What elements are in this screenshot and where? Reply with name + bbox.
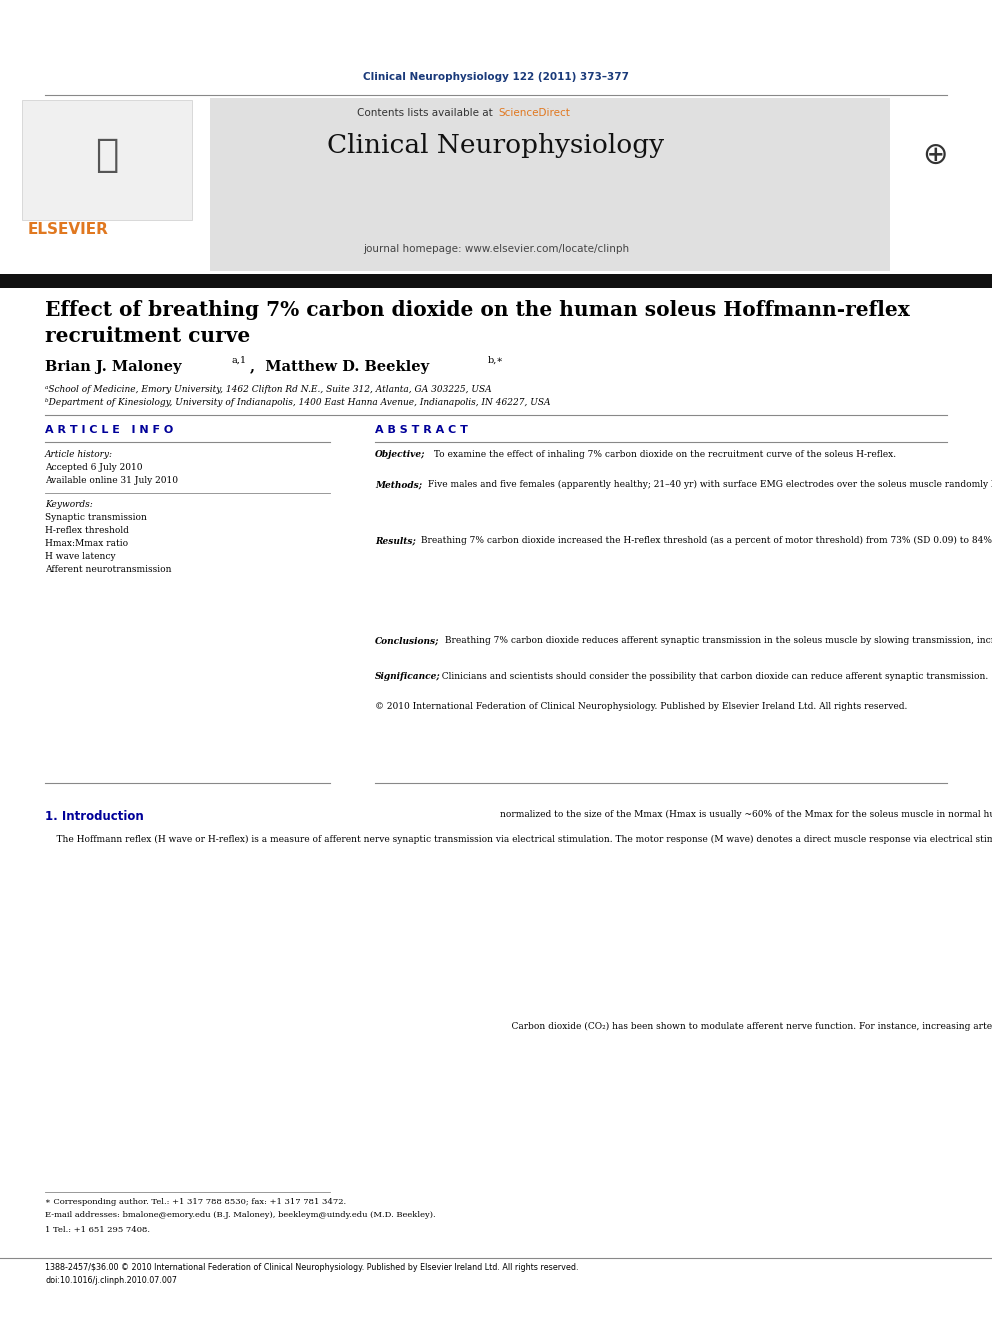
Text: Keywords:: Keywords: <box>45 500 92 509</box>
Text: ,  Matthew D. Beekley: , Matthew D. Beekley <box>250 360 430 374</box>
Text: Accepted 6 July 2010: Accepted 6 July 2010 <box>45 463 143 472</box>
Text: journal homepage: www.elsevier.com/locate/clinph: journal homepage: www.elsevier.com/locat… <box>363 243 629 254</box>
Text: Breathing 7% carbon dioxide increased the H-reflex threshold (as a percent of mo: Breathing 7% carbon dioxide increased th… <box>418 536 992 545</box>
Text: Contents lists available at: Contents lists available at <box>357 108 496 118</box>
Text: Afferent neurotransmission: Afferent neurotransmission <box>45 565 172 574</box>
Text: Objective;: Objective; <box>375 450 426 459</box>
Text: Synaptic transmission: Synaptic transmission <box>45 513 147 523</box>
Text: ScienceDirect: ScienceDirect <box>498 108 569 118</box>
Text: 1388-2457/$36.00 © 2010 International Federation of Clinical Neurophysiology. Pu: 1388-2457/$36.00 © 2010 International Fe… <box>45 1263 578 1271</box>
Text: Carbon dioxide (CO₂) has been shown to modulate afferent nerve function. For ins: Carbon dioxide (CO₂) has been shown to m… <box>500 1021 992 1032</box>
Text: To examine the effect of inhaling 7% carbon dioxide on the recruitment curve of : To examine the effect of inhaling 7% car… <box>431 450 896 459</box>
Bar <box>22 101 192 220</box>
Text: Article history:: Article history: <box>45 450 113 459</box>
Text: ᵇDepartment of Kinesiology, University of Indianapolis, 1400 East Hanna Avenue, : ᵇDepartment of Kinesiology, University o… <box>45 398 551 407</box>
Bar <box>0 274 992 288</box>
Bar <box>895 115 975 194</box>
Text: ᵃSchool of Medicine, Emory University, 1462 Clifton Rd N.E., Suite 312, Atlanta,: ᵃSchool of Medicine, Emory University, 1… <box>45 385 492 394</box>
Text: © 2010 International Federation of Clinical Neurophysiology. Published by Elsevi: © 2010 International Federation of Clini… <box>375 703 908 710</box>
Text: Methods;: Methods; <box>375 480 423 490</box>
Text: Clinical Neurophysiology: Clinical Neurophysiology <box>327 134 665 157</box>
Text: 1 Tel.: +1 651 295 7408.: 1 Tel.: +1 651 295 7408. <box>45 1226 150 1234</box>
Text: Clinical Neurophysiology 122 (2011) 373–377: Clinical Neurophysiology 122 (2011) 373–… <box>363 71 629 82</box>
Text: ∗ Corresponding author. Tel.: +1 317 788 8530; fax: +1 317 781 3472.: ∗ Corresponding author. Tel.: +1 317 788… <box>45 1199 346 1207</box>
Text: ⊕: ⊕ <box>923 140 947 169</box>
Text: Brian J. Maloney: Brian J. Maloney <box>45 360 182 374</box>
Bar <box>210 98 890 271</box>
Text: A B S T R A C T: A B S T R A C T <box>375 425 468 435</box>
Text: E-mail addresses: bmalone@emory.edu (B.J. Maloney), beekleym@uindy.edu (M.D. Bee: E-mail addresses: bmalone@emory.edu (B.J… <box>45 1211 435 1218</box>
Text: H wave latency: H wave latency <box>45 552 116 561</box>
Text: Conclusions;: Conclusions; <box>375 636 439 646</box>
Text: H-reflex threshold: H-reflex threshold <box>45 527 129 534</box>
Text: Available online 31 July 2010: Available online 31 July 2010 <box>45 476 178 486</box>
Text: 1. Introduction: 1. Introduction <box>45 810 144 823</box>
Text: Results;: Results; <box>375 536 416 545</box>
Text: Significance;: Significance; <box>375 672 440 681</box>
Text: a,1: a,1 <box>232 356 247 365</box>
Text: b,∗: b,∗ <box>488 356 504 365</box>
Text: doi:10.1016/j.clinph.2010.07.007: doi:10.1016/j.clinph.2010.07.007 <box>45 1275 177 1285</box>
Text: The Hoffmann reflex (H wave or H-reflex) is a measure of afferent nerve synaptic: The Hoffmann reflex (H wave or H-reflex)… <box>45 835 992 844</box>
Text: Clinicians and scientists should consider the possibility that carbon dioxide ca: Clinicians and scientists should conside… <box>436 672 988 681</box>
Text: Breathing 7% carbon dioxide reduces afferent synaptic transmission in the soleus: Breathing 7% carbon dioxide reduces affe… <box>442 636 992 646</box>
Text: Effect of breathing 7% carbon dioxide on the human soleus Hoffmann-reflex
recrui: Effect of breathing 7% carbon dioxide on… <box>45 300 910 347</box>
Text: ELSEVIER: ELSEVIER <box>28 222 109 237</box>
Text: Hmax:Mmax ratio: Hmax:Mmax ratio <box>45 538 128 548</box>
Text: 🌳: 🌳 <box>95 136 119 175</box>
Text: A R T I C L E   I N F O: A R T I C L E I N F O <box>45 425 174 435</box>
Text: normalized to the size of the Mmax (Hmax is usually ~60% of the Mmax for the sol: normalized to the size of the Mmax (Hmax… <box>500 810 992 819</box>
Text: Five males and five females (apparently healthy; 21–40 yr) with surface EMG elec: Five males and five females (apparently … <box>425 480 992 490</box>
